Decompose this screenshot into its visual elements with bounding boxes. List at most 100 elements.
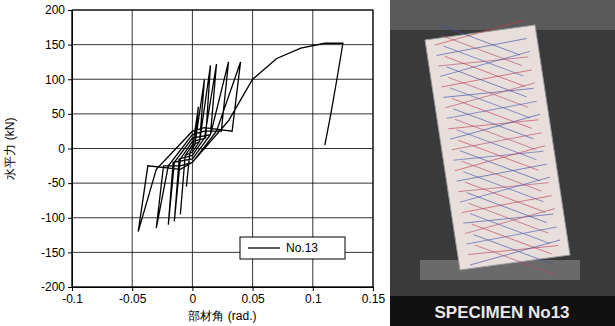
crack (452, 133, 542, 150)
crack (457, 130, 537, 160)
crack (450, 88, 530, 118)
y-tick-label: -150 (41, 246, 65, 260)
crack (443, 46, 523, 76)
x-tick-mark (192, 287, 193, 291)
legend-swatch (248, 247, 280, 248)
crack (457, 164, 547, 181)
photo-caption: SPECIMEN No13 (434, 303, 569, 322)
crack (448, 77, 528, 107)
y-tick-mark (68, 287, 72, 288)
y-tick: 50 (52, 107, 72, 121)
cracks (435, 20, 560, 275)
crack (462, 196, 552, 213)
y-axis: -200 -150 -100 -50 0 50 100 150 200 (41, 3, 73, 294)
y-tick-label: 0 (58, 142, 65, 156)
x-tick: 0.05 (241, 287, 265, 306)
x-tick: -0.05 (119, 287, 147, 306)
crack (467, 227, 557, 244)
y-tick-label: -50 (48, 176, 66, 190)
y-tick: 150 (45, 38, 72, 52)
y-tick: 100 (45, 73, 72, 87)
crack (460, 151, 540, 181)
photo-background (390, 0, 615, 326)
series-line (138, 43, 343, 231)
grid (72, 10, 373, 287)
y-tick-mark (68, 45, 72, 46)
marks (138, 43, 343, 231)
y-tick-label: 150 (45, 38, 65, 52)
plot-frame (72, 10, 373, 287)
y-tick-label: 50 (52, 107, 66, 121)
x-tick-label: -0.1 (62, 292, 83, 306)
grid-line-y (72, 79, 373, 80)
crack (437, 38, 527, 55)
y-tick-mark (68, 252, 72, 253)
y-tick-mark (68, 218, 72, 219)
crack (470, 240, 560, 265)
x-axis-title: 部材角 (rad.) (188, 309, 256, 323)
x-tick: 0 (190, 287, 197, 306)
y-tick: -200 (41, 280, 72, 294)
x-axis: -0.1 -0.05 0 0.05 0.1 0.15 (62, 287, 385, 306)
photo-frame (390, 0, 615, 30)
y-tick-mark (68, 10, 72, 11)
crack (465, 182, 545, 212)
y-tick-mark (68, 114, 72, 115)
x-tick-mark (132, 287, 133, 291)
crack (440, 25, 520, 55)
x-tick-label: 0.1 (305, 292, 322, 306)
x-axis-line (73, 288, 374, 292)
crack (447, 101, 537, 118)
y-tick-label: -200 (41, 280, 65, 294)
y-tick: -150 (41, 246, 72, 260)
x-tick-mark (313, 287, 314, 291)
y-tick-label: 100 (45, 73, 65, 87)
crack (442, 35, 522, 65)
y-axis-line (68, 11, 73, 288)
crack (468, 203, 548, 233)
grid-line-y (72, 217, 373, 218)
photo: SPECIMEN No13 (390, 0, 615, 326)
x-tick: 0.15 (362, 287, 386, 306)
legend-label: No.13 (286, 241, 318, 255)
y-tick-mark (68, 79, 72, 80)
legend-box (240, 237, 345, 259)
crack (473, 235, 553, 265)
crack (455, 119, 535, 149)
x-tick-label: -0.05 (119, 292, 147, 306)
y-tick-mark (68, 149, 72, 150)
y-tick: -100 (41, 211, 72, 225)
x-tick: -0.1 (62, 287, 83, 306)
crack (472, 224, 552, 254)
x-tick: 0.1 (305, 287, 322, 306)
y-tick-mark (68, 183, 72, 184)
crack (470, 214, 550, 244)
y-tick: -50 (48, 176, 72, 190)
crack (453, 109, 533, 139)
y-tick: 200 (45, 3, 72, 17)
grid-line-y (72, 44, 373, 45)
crack (462, 161, 542, 191)
crack (452, 98, 532, 128)
grid-line-y (72, 148, 373, 149)
y-tick-label: -100 (41, 211, 65, 225)
y-tick-label: 200 (45, 3, 65, 17)
x-tick-label: 0 (190, 292, 197, 306)
crack (475, 245, 555, 275)
caption-band (390, 296, 615, 326)
y-axis-title: 水平力 (kN) (3, 118, 17, 180)
crack (467, 193, 547, 223)
x-tick-label: 0.15 (362, 292, 386, 306)
crack (463, 172, 543, 202)
x-tick-mark (373, 287, 374, 291)
crack (442, 70, 532, 87)
y-tick: 0 (58, 142, 72, 156)
crack (447, 67, 527, 97)
x-tick-label: 0.05 (241, 292, 265, 306)
x-tick-mark (253, 287, 254, 291)
legend: No.13 (240, 237, 345, 259)
specimen (425, 25, 570, 270)
figure: -0.1 -0.05 0 0.05 0.1 0.15 -200 -150 -100 -50 0 50 1… (0, 0, 615, 326)
crack (458, 140, 538, 170)
grid-line-y (72, 183, 373, 184)
